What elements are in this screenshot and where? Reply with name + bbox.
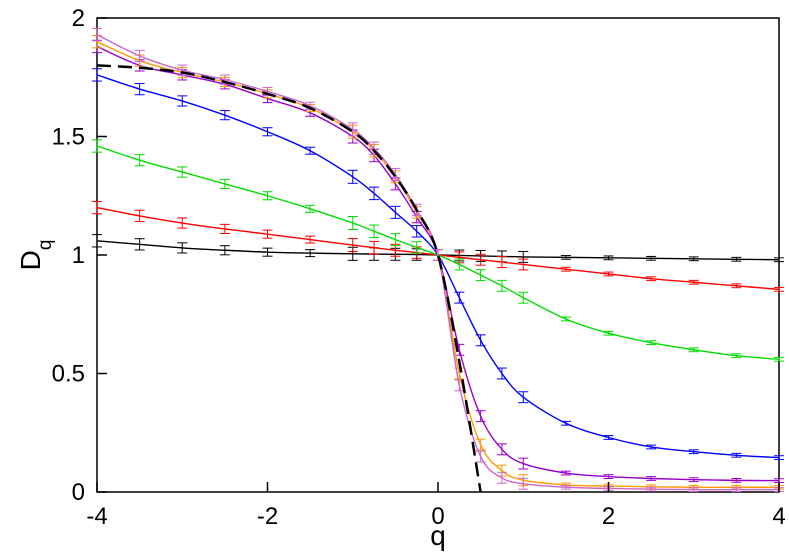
series-line xyxy=(96,41,779,488)
y-tick-label: 1.5 xyxy=(52,124,85,151)
x-tick-label: -4 xyxy=(86,503,107,530)
x-tick-label: 0 xyxy=(431,503,444,530)
series-5 xyxy=(92,35,784,490)
series-layer xyxy=(92,27,784,493)
series-line xyxy=(96,33,780,491)
series-1 xyxy=(92,200,784,292)
y-tick-label: 2 xyxy=(72,5,85,32)
series-line xyxy=(96,45,780,482)
y-tick-label: 1 xyxy=(72,242,85,269)
x-tick-label: 4 xyxy=(772,503,785,530)
series-line xyxy=(96,64,482,493)
series-line xyxy=(96,74,780,459)
series-7 xyxy=(96,64,482,493)
y-tick-label: 0 xyxy=(72,479,85,506)
x-tick-label: 2 xyxy=(602,503,615,530)
y-axis-label: Dq xyxy=(15,240,56,271)
y-axis-label-main: D xyxy=(15,250,46,270)
series-3 xyxy=(92,68,784,461)
y-tick-label: 0.5 xyxy=(52,361,85,388)
series-4 xyxy=(92,39,784,484)
x-axis-label: q xyxy=(430,520,446,551)
series-6 xyxy=(92,27,784,493)
x-tick-label: -2 xyxy=(257,503,278,530)
y-axis-label-subscript: q xyxy=(35,240,56,251)
ticks-layer: -4 -2 0 2 4 0 0.5 1 1.5 2 xyxy=(52,5,786,530)
